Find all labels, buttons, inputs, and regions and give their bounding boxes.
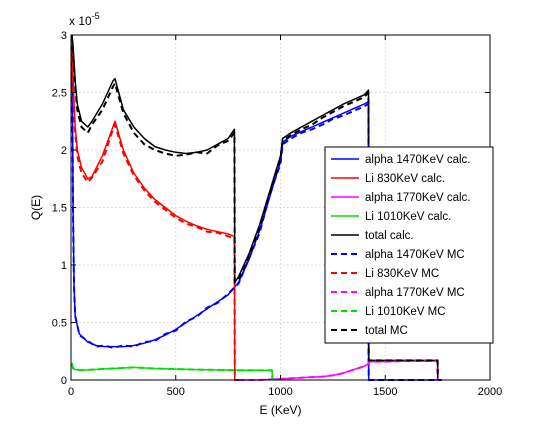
y-tick-label: 0 — [61, 375, 67, 387]
series-line-8 — [71, 363, 274, 381]
legend-label-0: alpha 1470KeV calc. — [365, 154, 471, 166]
legend-label-9: total MC — [365, 325, 408, 337]
y-axis-label: Q(E) — [29, 195, 43, 220]
x-tick-label: 0 — [68, 386, 74, 398]
x-tick-label: 2000 — [478, 386, 502, 398]
y-tick-label: 3 — [61, 30, 67, 42]
series-line-5 — [71, 46, 442, 381]
legend-label-5: alpha 1470KeV MC — [365, 249, 465, 261]
x-tick-label: 1000 — [268, 386, 292, 398]
legend: alpha 1470KeV calc. Li 830KeV calc. alpha … — [324, 146, 494, 344]
series-line-6 — [71, 46, 239, 381]
series-line-1 — [71, 34, 239, 381]
y-tick-label: 1 — [61, 260, 67, 272]
y-tick-label: 2.5 — [52, 88, 67, 100]
legend-label-4: total calc. — [365, 230, 414, 242]
x-axis-label: E (KeV) — [259, 403, 301, 417]
y-exponent-base: x 10 — [69, 14, 92, 28]
ticks-group: 0 500 1000 1500 2000 0 0.5 1 1.5 2 2.5 3 — [52, 30, 503, 398]
legend-label-3: Li 1010KeV calc. — [365, 211, 451, 223]
y-tick-label: 0.5 — [52, 318, 67, 330]
legend-label-6: Li 830KeV MC — [365, 268, 439, 280]
legend-label-1: Li 830KeV calc. — [365, 173, 445, 185]
y-exponent-power: -5 — [92, 11, 100, 21]
y-tick-label: 1.5 — [52, 203, 67, 215]
legend-label-8: Li 1010KeV MC — [365, 306, 446, 318]
y-exponent-label: x 10-5 — [69, 11, 100, 28]
x-tick-label: 1500 — [373, 386, 397, 398]
x-tick-label: 500 — [167, 386, 185, 398]
legend-label-7: alpha 1770KeV MC — [365, 287, 465, 299]
series-line-9 — [71, 46, 439, 381]
y-tick-label: 2 — [61, 145, 67, 157]
legend-label-2: alpha 1770KeV calc. — [365, 192, 471, 204]
series-group — [71, 34, 442, 381]
series-line-4 — [71, 34, 439, 381]
